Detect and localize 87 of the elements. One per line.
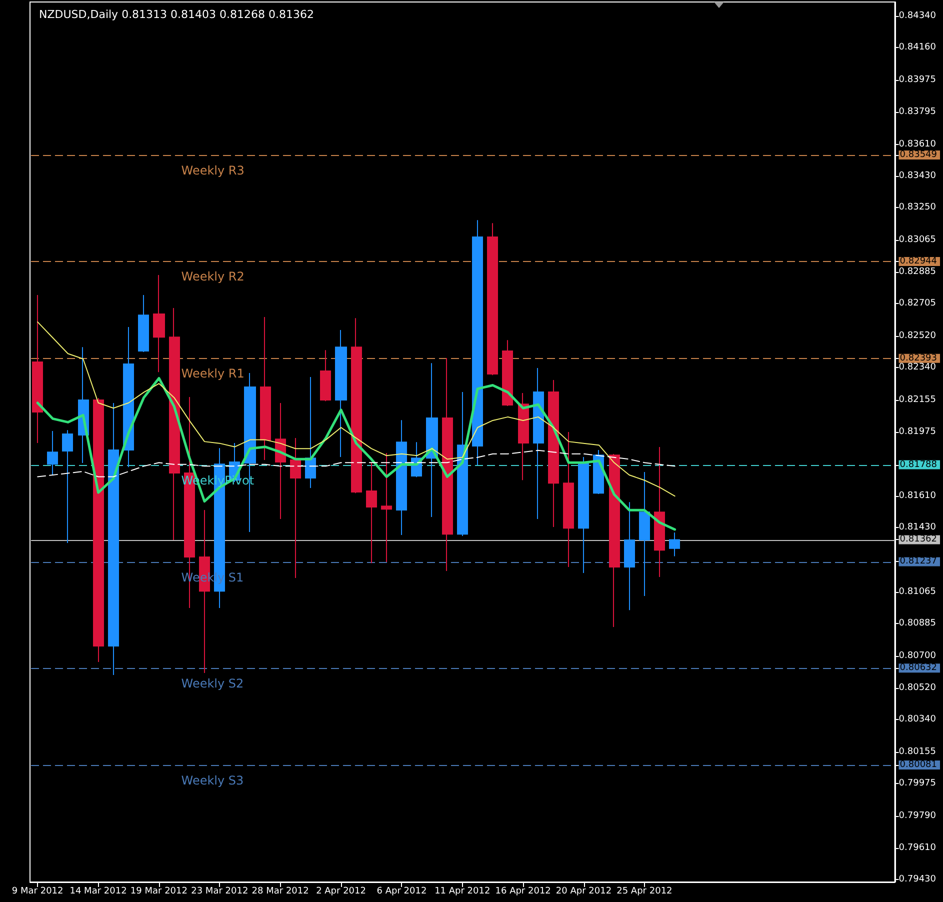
candlestick (563, 432, 574, 568)
candlestick (381, 452, 392, 563)
ref-line-label: Weekly R1 (181, 366, 244, 380)
candlestick (639, 471, 650, 596)
y-tick-label: 0.82520 (898, 331, 936, 342)
x-tick-label: 28 Mar 2012 (252, 886, 309, 896)
x-tick-label: 16 Apr 2012 (495, 886, 551, 896)
candlestick (320, 350, 331, 402)
y-tick-label: 0.79790 (898, 811, 936, 822)
x-tick-label: 6 Apr 2012 (376, 886, 427, 896)
candlestick (442, 358, 453, 572)
y-tick-label: 0.79610 (898, 842, 936, 853)
candlestick (62, 430, 73, 544)
candlestick (578, 456, 589, 574)
candlestick (32, 294, 43, 444)
x-tick-label: 20 Apr 2012 (556, 886, 612, 896)
candlestick (47, 430, 58, 476)
x-tick-label: 11 Apr 2012 (434, 886, 490, 896)
x-tick-label: 25 Apr 2012 (616, 886, 672, 896)
candlestick (169, 308, 180, 541)
candlestick (472, 220, 483, 466)
y-tick-label: 0.82944 (900, 256, 938, 266)
ref-line-label: Weekly S3 (181, 774, 244, 788)
candlestick (548, 379, 559, 528)
x-tick-label: 2 Apr 2012 (316, 886, 366, 896)
candlestick (153, 274, 165, 373)
y-tick-label: 0.83610 (898, 139, 936, 150)
candlestick (609, 454, 620, 628)
candlestick (351, 318, 362, 494)
ref-line-label: Weekly S1 (181, 570, 244, 584)
y-tick-label: 0.84340 (898, 10, 936, 21)
candlestick (669, 532, 680, 557)
candlestick (260, 316, 271, 461)
y-tick-label: 0.80155 (898, 747, 936, 758)
candlestick (305, 376, 316, 488)
candlestick (487, 222, 498, 376)
y-tick-label: 0.83065 (898, 235, 936, 246)
y-tick-label: 0.81065 (898, 586, 936, 597)
y-tick-label: 0.80340 (898, 714, 936, 724)
y-tick-label: 0.81788 (900, 460, 938, 470)
y-tick-label: 0.82340 (898, 362, 936, 373)
y-tick-label: 0.81362 (900, 534, 937, 545)
y-tick-label: 0.83549 (900, 150, 938, 160)
y-tick-label: 0.83430 (898, 170, 936, 181)
y-tick-label: 0.83975 (898, 75, 936, 86)
y-tick-label: 0.81610 (898, 491, 936, 502)
candlestick (426, 362, 438, 518)
x-tick-label: 23 Mar 2012 (191, 886, 248, 896)
candlestick (108, 402, 119, 676)
candlestick (518, 392, 529, 481)
candlestick (624, 502, 635, 611)
candlestick (396, 420, 407, 536)
y-tick-label: 0.80700 (898, 651, 936, 662)
y-tick-label: 0.84160 (898, 42, 936, 53)
y-tick-label: 0.79430 (898, 874, 936, 885)
y-tick-label: 0.83250 (898, 202, 936, 213)
y-tick-label: 0.80632 (900, 663, 937, 674)
y-tick-label: 0.80081 (900, 760, 937, 770)
candlestick (533, 368, 544, 520)
text: NZDUSD,Daily 0.81313 0.81403 0.81268 0.81362 (39, 8, 314, 21)
y-tick-label: 0.83795 (898, 106, 936, 117)
y-tick-label: 0.82155 (898, 395, 936, 406)
x-tick-label: 19 Mar 2012 (130, 886, 188, 896)
candlestick (335, 330, 347, 458)
candlestick (290, 438, 301, 579)
y-tick-label: 0.81975 (898, 426, 936, 437)
ref-line-label: Weekly R2 (181, 270, 244, 284)
line-series (37, 321, 676, 497)
y-tick-label: 0.82393 (900, 353, 937, 364)
y-tick-label: 0.79975 (898, 778, 936, 789)
ref-line-label: Weekly R3 (181, 164, 244, 178)
y-tick-label: 0.80885 (898, 618, 936, 629)
candlestick (366, 462, 377, 564)
candlestick (93, 398, 104, 662)
candlestick (123, 326, 134, 468)
x-tick-label: 9 Mar 2012 (12, 886, 64, 896)
candlestick (654, 446, 665, 578)
y-tick-label: 0.81237 (900, 556, 937, 567)
x-tick-label: 14 Mar 2012 (70, 886, 127, 896)
y-tick-label: 0.81430 (898, 522, 936, 533)
ref-line-label: Weekly S2 (181, 676, 244, 690)
y-tick-label: 0.82885 (898, 266, 936, 277)
y-tick-label: 0.82705 (898, 298, 936, 308)
y-tick-label: 0.80520 (898, 682, 936, 693)
candlestick (502, 340, 513, 407)
candlestick (457, 391, 468, 537)
candlestick (138, 294, 149, 353)
